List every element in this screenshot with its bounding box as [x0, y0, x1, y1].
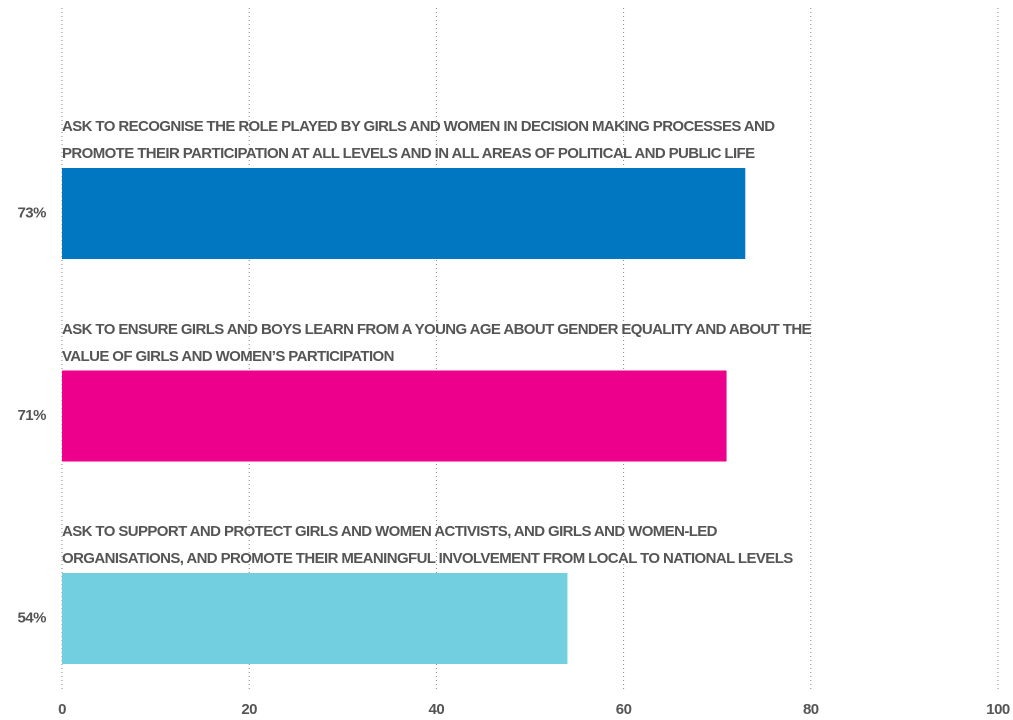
value-label: 73%: [17, 204, 46, 221]
category-label: ASK TO RECOGNISE THE ROLE PLAYED BY GIRL…: [62, 118, 775, 162]
x-tick-label: 40: [429, 701, 445, 718]
category-label: ASK TO ENSURE GIRLS AND BOYS LEARN FROM …: [62, 320, 812, 365]
bar: [62, 370, 727, 462]
x-tick-label: 60: [616, 701, 632, 718]
x-tick-label: 80: [803, 701, 819, 718]
x-tick-label: 0: [58, 701, 66, 718]
bar: [62, 168, 746, 259]
value-label: 54%: [17, 609, 46, 626]
value-label: 71%: [17, 407, 46, 424]
bar: [62, 573, 568, 664]
x-tick-label: 100: [986, 701, 1010, 718]
x-tick-label: 20: [241, 701, 257, 718]
category-label: ASK TO SUPPORT AND PROTECT GIRLS AND WOM…: [62, 523, 793, 567]
